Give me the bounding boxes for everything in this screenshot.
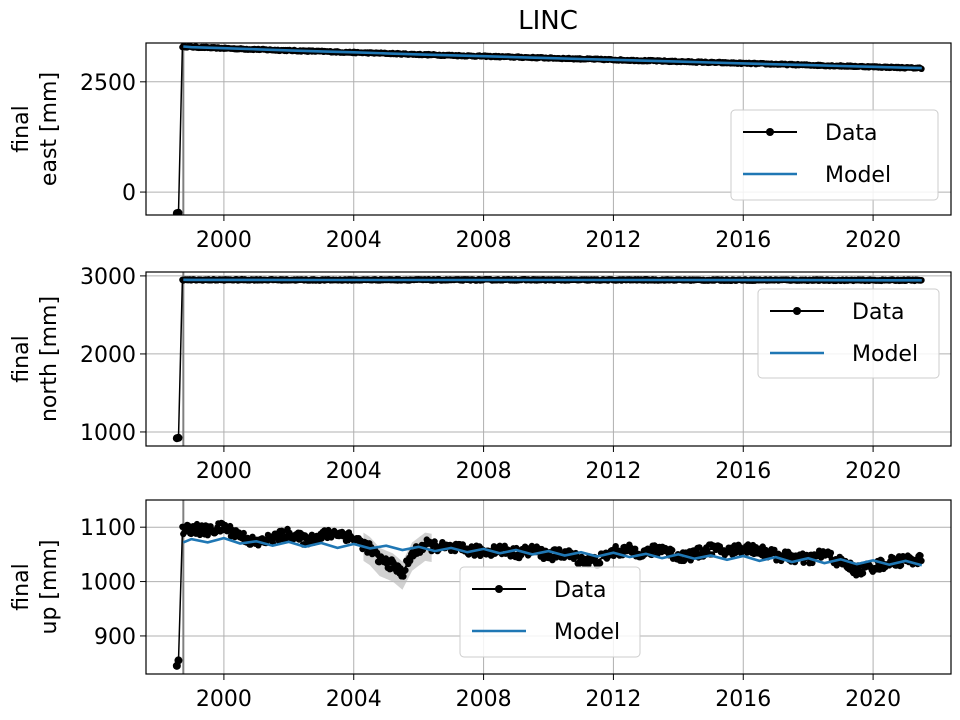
- x-tick-label: 2012: [585, 687, 641, 712]
- model-series-line: [182, 536, 923, 567]
- plot-area: [172, 275, 925, 443]
- data-point: [279, 528, 286, 535]
- x-tick-label: 2004: [326, 228, 382, 253]
- chart-title: LINC: [518, 6, 578, 36]
- legend-model-label: Model: [852, 342, 918, 367]
- data-point-outlier: [174, 433, 183, 442]
- plot-area: [172, 43, 925, 215]
- data-point: [762, 546, 769, 554]
- y-tick-label: 1000: [80, 571, 136, 596]
- data-point: [240, 529, 247, 537]
- model-series-line: [183, 45, 922, 70]
- legend-data-marker: [495, 585, 503, 593]
- x-tick-label: 2016: [715, 228, 771, 253]
- legend-data-marker: [766, 128, 774, 136]
- panel-up: 2000 2004 2008 2012 2016 2020 900 1000 1100 final…: [9, 499, 952, 712]
- legend-model-label: Model: [825, 163, 891, 188]
- plot-area: [172, 519, 925, 670]
- legend: Data Model: [757, 288, 940, 379]
- x-tick-label: 2020: [845, 459, 901, 484]
- data-outlier-line: [176, 531, 184, 667]
- data-point: [859, 570, 867, 577]
- y-tick-label: 2500: [80, 71, 136, 96]
- x-tick-label: 2000: [196, 228, 252, 253]
- data-point: [235, 529, 242, 536]
- y-tick-label: 2000: [80, 343, 136, 368]
- x-tick-label: 2000: [196, 687, 252, 712]
- data-outlier-line: [176, 279, 184, 439]
- y-axis-label: final: [9, 105, 34, 152]
- data-point: [402, 567, 409, 574]
- x-tick-label: 2008: [456, 687, 512, 712]
- y-axis-label: east [mm]: [37, 72, 62, 186]
- axes-frame: [145, 271, 952, 447]
- x-tick-label: 2008: [456, 459, 512, 484]
- data-point: [669, 546, 676, 554]
- legend: Data Model: [730, 109, 939, 201]
- x-tick-label: 2004: [326, 687, 382, 712]
- x-tick-label: 2004: [326, 459, 382, 484]
- axes-frame: [145, 499, 952, 675]
- legend-data-label: Data: [554, 578, 607, 603]
- data-outlier-line: [176, 46, 184, 214]
- y-axis-label: final: [9, 563, 34, 610]
- legend-model-label: Model: [554, 620, 620, 645]
- y-axis-label: up [mm]: [37, 540, 62, 635]
- panel-east: 2000 2004 2008 2012 2016 2020 0 2500 final east […: [9, 42, 952, 253]
- data-point: [827, 549, 835, 557]
- panel-north: 2000 2004 2008 2012 2016 2020 1000 2000 3000 fina…: [9, 265, 952, 484]
- y-tick-label: 0: [122, 181, 136, 206]
- legend-data-label: Data: [825, 121, 878, 146]
- y-axis-label: north [mm]: [37, 296, 62, 422]
- model-series-line: [183, 278, 922, 282]
- legend-data-label: Data: [852, 300, 905, 325]
- y-tick-label: 1100: [80, 516, 136, 541]
- legend-data-marker: [793, 307, 801, 315]
- y-axis-label: final: [9, 335, 34, 382]
- axes-frame: [145, 42, 952, 216]
- legend: Data Model: [459, 566, 641, 658]
- data-point: [632, 545, 639, 552]
- y-tick-label: 3000: [80, 265, 136, 290]
- data-point: [596, 560, 604, 567]
- y-tick-label: 1000: [80, 421, 136, 446]
- data-point-outlier: [174, 208, 183, 215]
- y-tick-label: 900: [94, 625, 136, 650]
- x-tick-label: 2012: [585, 228, 641, 253]
- x-tick-label: 2020: [845, 228, 901, 253]
- x-tick-label: 2016: [715, 459, 771, 484]
- x-tick-label: 2012: [585, 459, 641, 484]
- data-point: [400, 573, 407, 580]
- data-point: [716, 543, 724, 550]
- data-point-outlier: [174, 656, 183, 665]
- data-point: [196, 531, 204, 539]
- data-point: [918, 557, 925, 564]
- x-tick-label: 2008: [456, 228, 512, 253]
- data-point: [917, 552, 924, 559]
- x-tick-label: 2016: [715, 687, 771, 712]
- x-tick-label: 2020: [845, 687, 901, 712]
- x-tick-label: 2000: [196, 459, 252, 484]
- data-point: [308, 531, 316, 538]
